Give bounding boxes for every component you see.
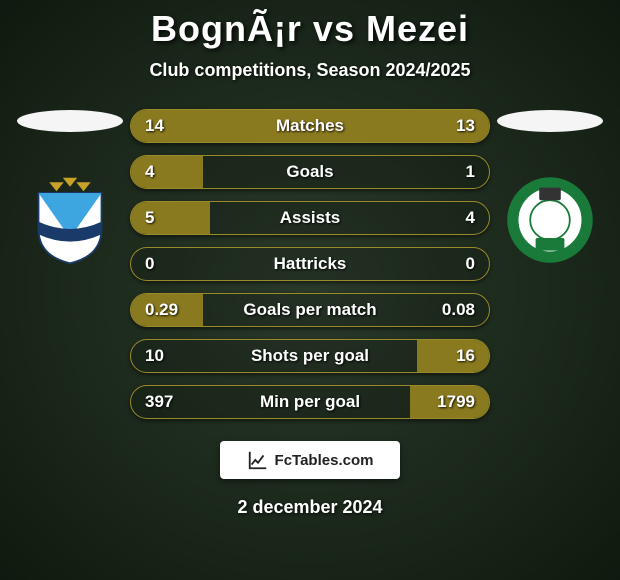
stat-row: 4 Goals 1 <box>130 155 490 189</box>
stat-value-left: 10 <box>145 346 164 366</box>
stat-label: Assists <box>280 208 340 228</box>
stat-value-left: 14 <box>145 116 164 136</box>
stat-fill-left <box>131 202 210 234</box>
stat-row: 0.29 Goals per match 0.08 <box>130 293 490 327</box>
left-ellipse-icon <box>15 107 125 135</box>
stat-value-left: 4 <box>145 162 154 182</box>
stat-label: Shots per goal <box>251 346 369 366</box>
subtitle: Club competitions, Season 2024/2025 <box>149 60 470 81</box>
stat-label: Goals <box>286 162 333 182</box>
stat-value-left: 397 <box>145 392 173 412</box>
stat-fill-left <box>131 156 203 188</box>
chart-icon <box>247 449 269 471</box>
brand-label: FcTables.com <box>275 452 374 469</box>
stat-value-right: 4 <box>466 208 475 228</box>
stat-label: Matches <box>276 116 344 136</box>
stat-row: 0 Hattricks 0 <box>130 247 490 281</box>
stat-value-left: 0 <box>145 254 154 274</box>
stat-label: Min per goal <box>260 392 360 412</box>
stat-value-right: 0 <box>466 254 475 274</box>
stat-value-left: 5 <box>145 208 154 228</box>
infographic: BognÃ¡r vs Mezei Club competitions, Seas… <box>0 0 620 580</box>
stat-value-right: 13 <box>456 116 475 136</box>
right-ellipse-icon <box>495 107 605 135</box>
stat-value-right: 1799 <box>437 392 475 412</box>
main-row: 14 Matches 13 4 Goals 1 5 Assists 4 0 Hattricks 0 0.… <box>0 109 620 419</box>
stat-value-right: 0.08 <box>442 300 475 320</box>
stats-column: 14 Matches 13 4 Goals 1 5 Assists 4 0 Hattricks 0 0.… <box>130 109 490 419</box>
stat-fill-right <box>417 340 489 372</box>
left-column <box>10 109 130 265</box>
stat-value-left: 0.29 <box>145 300 178 320</box>
stat-value-right: 1 <box>466 162 475 182</box>
stat-value-right: 16 <box>456 346 475 366</box>
stat-label: Hattricks <box>274 254 347 274</box>
stat-row: 10 Shots per goal 16 <box>130 339 490 373</box>
page-title: BognÃ¡r vs Mezei <box>151 8 469 50</box>
stat-row: 14 Matches 13 <box>130 109 490 143</box>
stat-row: 5 Assists 4 <box>130 201 490 235</box>
brand-badge[interactable]: FcTables.com <box>220 441 400 479</box>
date-label: 2 december 2024 <box>237 497 382 518</box>
stat-label: Goals per match <box>243 300 376 320</box>
stat-row: 397 Min per goal 1799 <box>130 385 490 419</box>
right-team-crest-icon <box>505 175 595 265</box>
left-team-crest-icon <box>25 175 115 265</box>
right-column <box>490 109 610 265</box>
